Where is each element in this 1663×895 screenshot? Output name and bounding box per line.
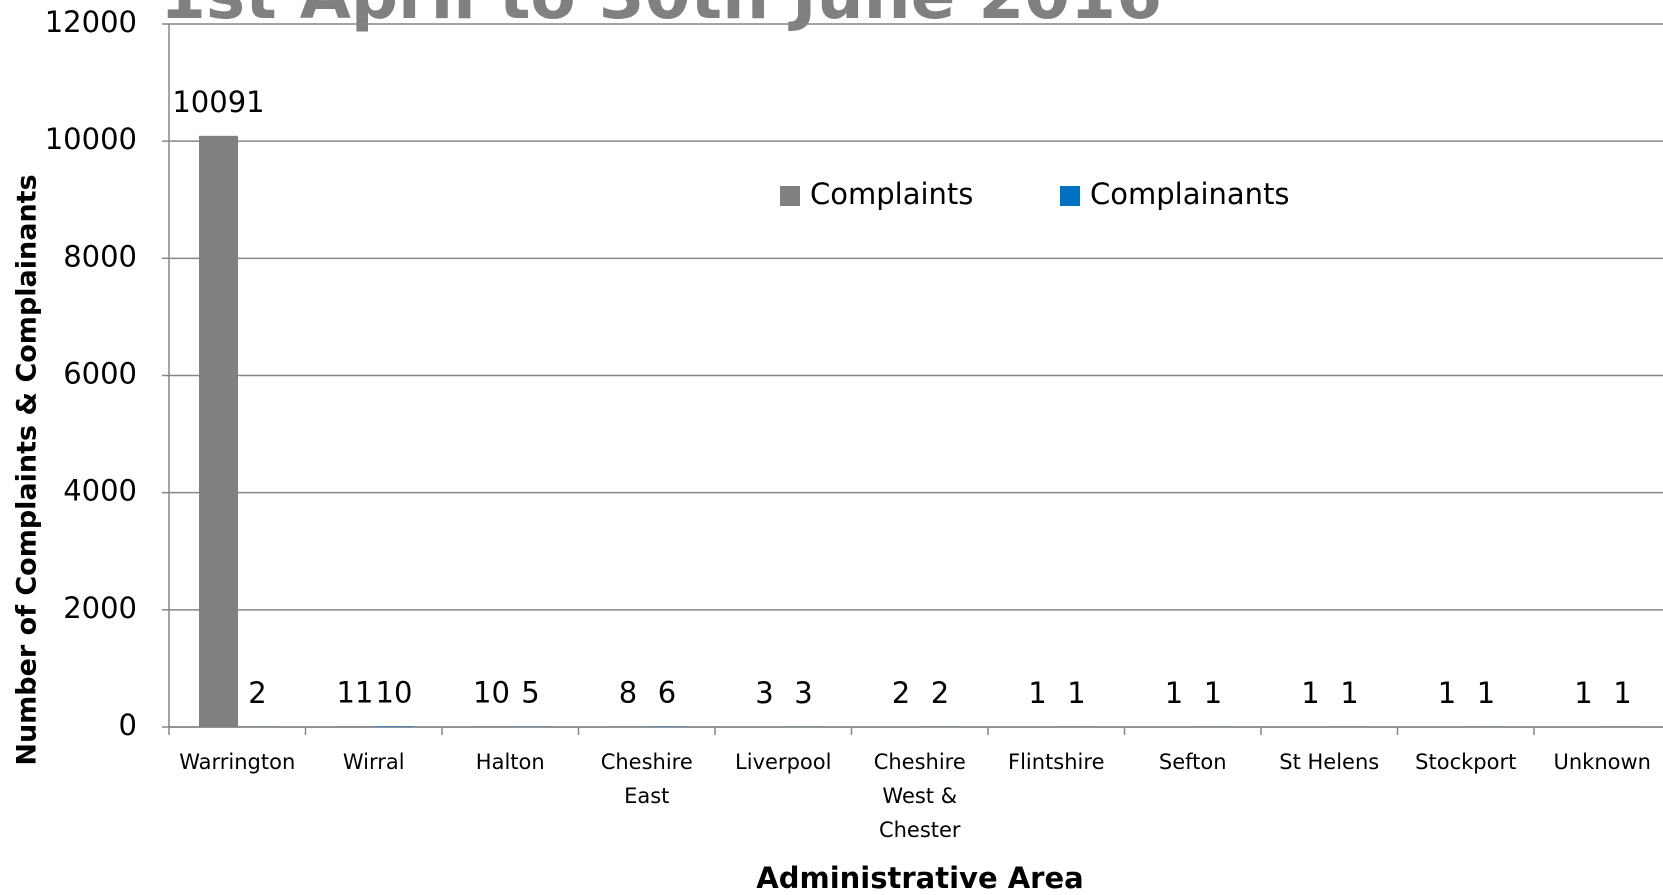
legend-swatch [1060,186,1080,206]
data-label: 1 [1438,676,1456,710]
data-label: 2 [931,676,949,710]
bar [335,726,375,727]
legend-swatch [780,186,800,206]
y-tick-label: 2000 [63,591,137,625]
data-label: 1 [1613,676,1631,710]
bar [374,726,414,727]
y-axis-title: Number of Complaints & Complainants [12,174,43,765]
x-tick-label: Flintshire [1008,750,1105,774]
y-tick-label: 0 [119,708,137,742]
data-label: 1 [1477,676,1495,710]
x-tick-label: Cheshire East [600,750,693,808]
bar [472,726,511,727]
data-label: 1 [1204,676,1222,710]
x-tick-label: Wirral [342,750,405,774]
chart-title: 1st April to 30th June 2016 [160,0,1162,34]
y-tick-label: 8000 [63,239,137,273]
data-label: 10 [473,675,510,709]
data-label: 2 [248,676,266,710]
data-label: 1 [1165,676,1183,710]
data-label: 6 [658,676,676,710]
data-label: 1 [1301,676,1319,710]
x-tick-label: Warrington [179,750,296,774]
data-label: 10091 [172,85,264,119]
y-tick-label: 4000 [63,474,137,508]
data-label: 1 [1028,676,1046,710]
y-tick-label: 12000 [45,5,137,39]
data-label: 10 [376,675,413,709]
x-tick-label: Stockport [1415,750,1517,774]
y-tick-label: 10000 [45,122,137,156]
bar [199,135,238,728]
x-axis-title: Administrative Area [756,861,1083,895]
data-label: 5 [521,676,539,710]
data-label: 2 [892,676,910,710]
y-tick-label: 6000 [63,357,137,391]
data-label: 1 [1340,676,1358,710]
data-label: 1 [1574,676,1592,710]
x-tick-label: St Helens [1279,750,1380,774]
x-tick-label: Sefton [1158,750,1227,774]
data-label: 8 [619,676,637,710]
data-label: 11 [337,675,374,709]
x-tick-label: Unknown [1553,750,1651,774]
legend-label: Complaints [810,177,973,211]
x-tick-label: Cheshire West & Chester [873,750,966,842]
data-label: 3 [755,676,773,710]
x-tick-label: Liverpool [735,750,832,774]
x-tick-label: Halton [475,750,545,774]
legend-label: Complainants [1090,177,1290,211]
data-label: 1 [1067,676,1085,710]
data-label: 3 [794,676,812,710]
